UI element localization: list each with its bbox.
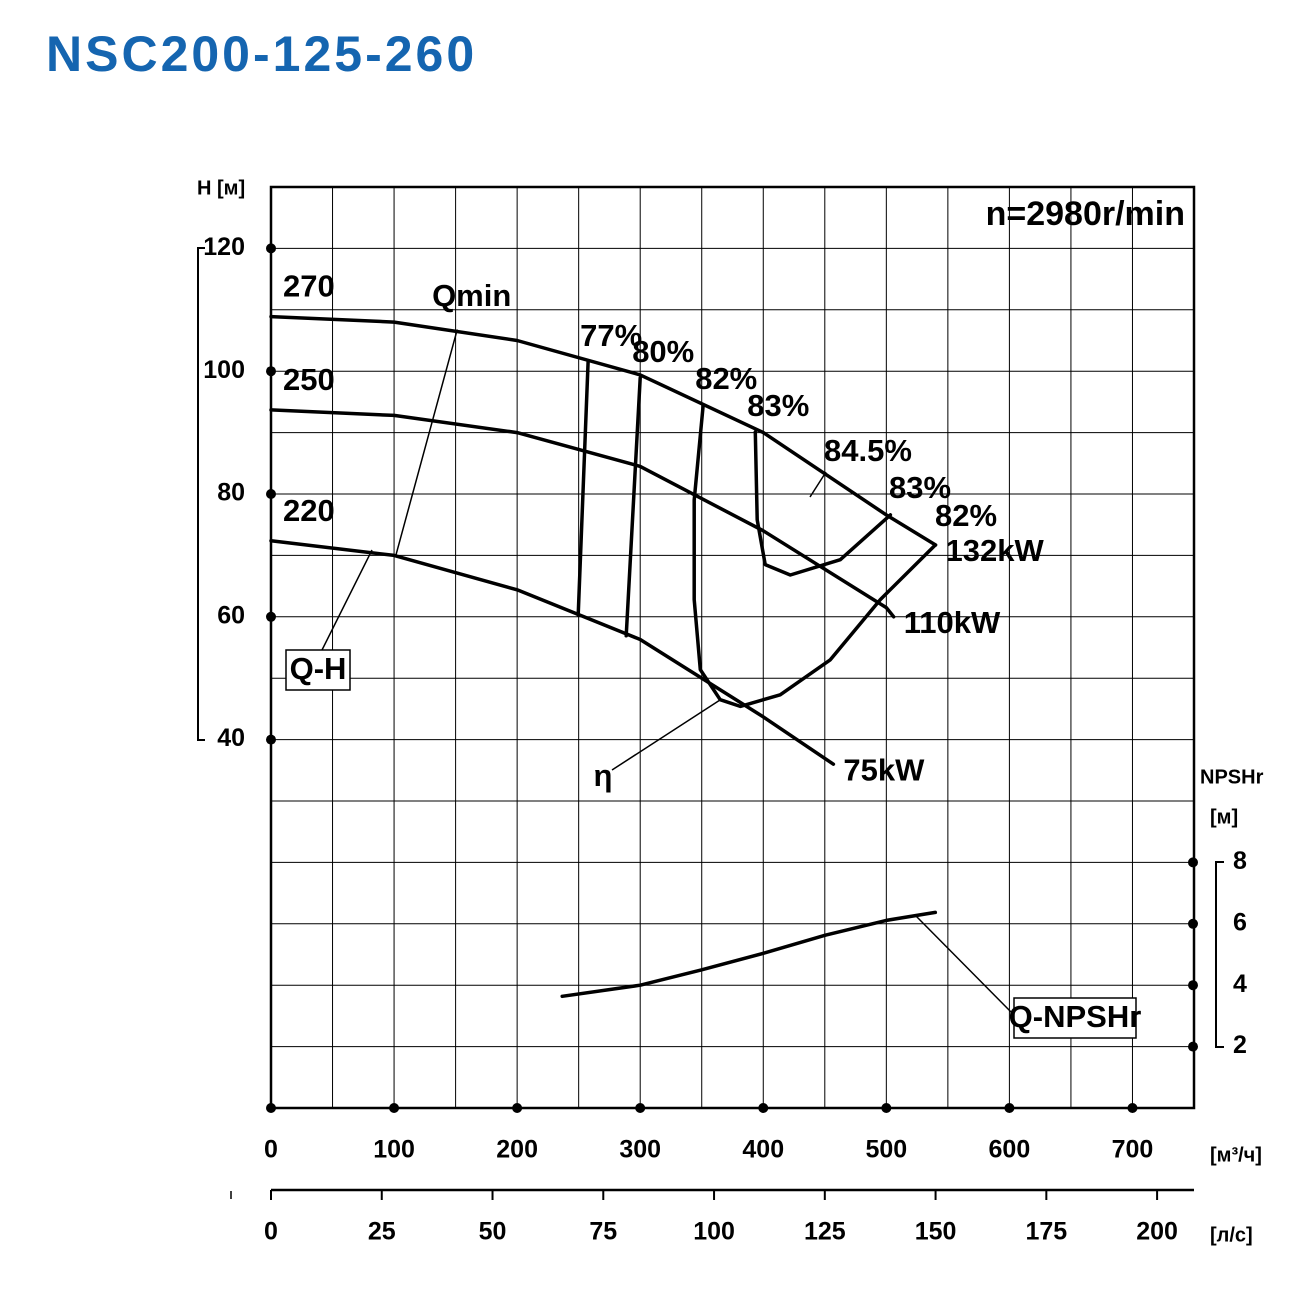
x-tick-dot — [266, 1103, 276, 1113]
head-curve — [269, 538, 836, 766]
efficiency-curve — [576, 360, 590, 617]
y-bracket — [197, 247, 205, 741]
leader-line — [611, 699, 721, 771]
npsh-curve — [560, 910, 938, 999]
leader-line — [321, 549, 373, 651]
x2-tick-label: 100 — [693, 1218, 735, 1246]
x2-tick-label: 175 — [1025, 1218, 1067, 1246]
head-curve — [269, 314, 938, 547]
y2-tick-label: 8 — [1233, 847, 1247, 875]
y2-tick-label: 2 — [1233, 1031, 1247, 1059]
x-tick-dot — [389, 1103, 400, 1113]
x2-tick-label: 125 — [804, 1218, 846, 1246]
efficiency-label: 83% — [747, 388, 809, 423]
x-axis-title: [м³/ч] — [1210, 1144, 1262, 1166]
y-tick-label: 120 — [203, 233, 245, 261]
eta-label: η — [594, 758, 613, 793]
x2-tick-label: 200 — [1136, 1218, 1178, 1246]
x2-tick-label: 150 — [915, 1218, 957, 1246]
y2-tick-dot — [1188, 980, 1198, 991]
y2-bracket — [1215, 861, 1224, 1048]
npsh-label: Q-NPSHr — [1009, 999, 1142, 1034]
qh-label: Q-H — [290, 651, 347, 686]
x-tick-label: 300 — [619, 1136, 661, 1164]
efficiency-label: 80% — [632, 334, 694, 369]
y-tick-dot — [266, 366, 276, 377]
efficiency-label: 82% — [935, 498, 997, 533]
x-tick-dot — [881, 1103, 892, 1113]
leader-line — [809, 471, 827, 498]
y-tick-label: 80 — [217, 479, 245, 507]
efficiency-curve — [692, 403, 938, 709]
x-tick-dot — [512, 1103, 523, 1113]
speed-label: n=2980r/min — [986, 195, 1185, 233]
efficiency-label: 83% — [889, 470, 951, 505]
label-box — [285, 649, 351, 691]
head-curve — [269, 408, 896, 619]
x-tick-label: 200 — [496, 1136, 538, 1164]
y2-axis-title: NPSHr — [1200, 766, 1264, 788]
x-tick-label: 0 — [264, 1136, 278, 1164]
x2-tick-label: 50 — [479, 1218, 507, 1246]
x-tick-label: 600 — [989, 1136, 1031, 1164]
x-tick-dot — [635, 1103, 646, 1113]
x-tick-label: 400 — [742, 1136, 784, 1164]
y-tick-dot — [266, 489, 276, 499]
power-label: 75kW — [843, 752, 925, 787]
x-tick-label: 700 — [1112, 1136, 1154, 1164]
y2-tick-dot — [1188, 918, 1198, 929]
y-tick-dot — [266, 734, 276, 745]
efficiency-curve — [624, 376, 642, 638]
efficiency-label: 84.5% — [824, 433, 912, 468]
y-tick-label: 60 — [217, 601, 245, 629]
y2-tick-dot — [1188, 1041, 1198, 1052]
x-tick-dot — [1127, 1103, 1138, 1113]
y-tick-label: 40 — [217, 724, 245, 752]
chart-title: NSC200-125-260 — [46, 26, 477, 82]
y-tick-dot — [266, 611, 276, 622]
efficiency-label: 82% — [695, 361, 757, 396]
leader-line — [914, 914, 1015, 1016]
impeller-label: 270 — [283, 269, 335, 304]
impeller-label: 250 — [283, 362, 335, 397]
y2-axis-unit: [м] — [1210, 806, 1238, 828]
impeller-label: 220 — [283, 493, 335, 528]
x-tick-label: 500 — [865, 1136, 907, 1164]
x-tick-dot — [758, 1103, 769, 1113]
y-tick-label: 100 — [203, 356, 245, 384]
x2-tick-label: 25 — [368, 1218, 396, 1246]
efficiency-curve — [753, 430, 893, 577]
power-label: 132kW — [946, 533, 1045, 568]
qmin-line — [395, 329, 458, 556]
qmin-label: Qmin — [432, 278, 511, 313]
efficiency-label: 77% — [580, 318, 642, 353]
x-tick-label: 100 — [373, 1136, 415, 1164]
grid — [271, 187, 1194, 1108]
y2-tick-label: 6 — [1233, 908, 1247, 936]
y-tick-dot — [266, 243, 276, 254]
y-axis-title: H [м] — [197, 177, 245, 199]
power-label: 110kW — [904, 605, 1001, 640]
y2-tick-dot — [1188, 857, 1198, 868]
x2-tick-label: 75 — [589, 1218, 617, 1246]
y2-tick-label: 4 — [1233, 970, 1247, 998]
label-box — [1013, 997, 1137, 1039]
plot-frame — [269, 185, 1196, 1110]
x2-axis-title: [л/с] — [1210, 1224, 1253, 1246]
x2-tick-label: 0 — [264, 1218, 278, 1246]
x-tick-dot — [1004, 1103, 1015, 1113]
